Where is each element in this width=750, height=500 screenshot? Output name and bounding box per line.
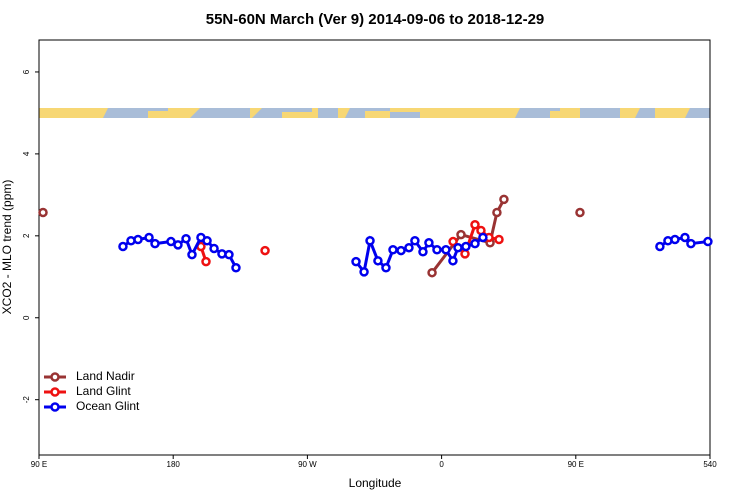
legend-marker <box>50 387 60 397</box>
point <box>187 249 197 260</box>
point <box>670 234 680 245</box>
x-tick-label: 0 <box>439 460 444 469</box>
point <box>173 240 183 250</box>
point <box>365 235 375 246</box>
point <box>441 245 451 255</box>
point <box>388 245 398 255</box>
legend-marker <box>50 402 60 412</box>
point <box>427 267 437 278</box>
x-tick-label: 90 E <box>568 460 584 469</box>
point <box>359 267 369 277</box>
point <box>260 245 270 256</box>
y-axis-label: XCO2 - MLO trend (ppm) <box>0 180 14 315</box>
point <box>224 249 234 260</box>
legend-label: Land Glint <box>76 384 131 398</box>
point <box>118 241 128 252</box>
point <box>686 238 696 249</box>
point <box>418 247 428 257</box>
legend-label: Land Nadir <box>76 369 135 383</box>
y-tick-label: 2 <box>22 233 31 238</box>
point <box>424 238 434 248</box>
point <box>448 256 458 266</box>
point <box>492 207 502 218</box>
point <box>453 242 463 253</box>
point <box>478 232 488 243</box>
point <box>499 194 509 205</box>
point <box>38 207 48 218</box>
legend-marker <box>50 372 60 382</box>
point <box>470 220 480 230</box>
point <box>404 242 414 253</box>
point <box>460 249 470 259</box>
point <box>133 234 143 245</box>
x-tick-label: 540 <box>703 460 717 469</box>
point <box>202 235 212 246</box>
point <box>680 232 690 243</box>
point <box>655 241 665 252</box>
y-tick-label: 4 <box>22 151 31 156</box>
x-tick-label: 90 W <box>298 460 317 469</box>
point <box>461 241 471 252</box>
point <box>381 263 391 273</box>
x-tick-label: 90 E <box>31 460 47 469</box>
point <box>703 236 713 247</box>
point <box>231 263 241 273</box>
point <box>396 245 406 256</box>
point <box>456 229 466 240</box>
point <box>150 238 160 249</box>
point <box>470 238 480 249</box>
map-strip <box>39 108 710 118</box>
x-tick-label: 180 <box>167 460 181 469</box>
point <box>351 256 361 267</box>
point <box>575 207 585 218</box>
point <box>201 256 211 267</box>
point <box>209 243 219 254</box>
point <box>448 236 458 247</box>
point <box>373 256 383 266</box>
point <box>494 234 504 245</box>
point <box>410 235 420 246</box>
plot-frame <box>38 39 711 456</box>
point <box>181 233 191 244</box>
point <box>166 236 176 247</box>
y-tick-label: -2 <box>22 396 31 404</box>
x-axis-label: Longitude <box>349 476 402 490</box>
y-tick-label: 0 <box>22 315 31 320</box>
chart-title: 55N-60N March (Ver 9) 2014-09-06 to 2018… <box>206 11 545 28</box>
y-tick-label: 6 <box>22 69 31 74</box>
point <box>144 232 154 243</box>
point <box>432 245 442 255</box>
legend-label: Ocean Glint <box>76 399 140 413</box>
